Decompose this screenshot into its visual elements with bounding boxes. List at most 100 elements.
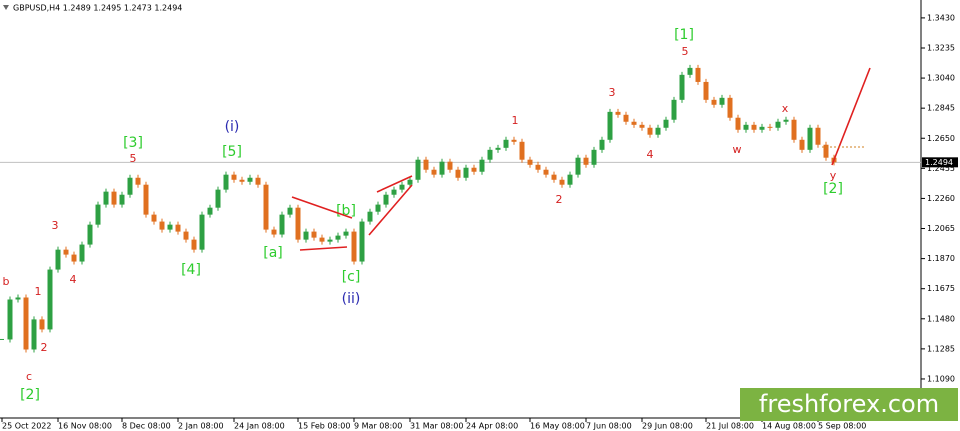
candle <box>303 231 309 240</box>
candle <box>367 211 373 222</box>
candle <box>447 161 453 170</box>
candle <box>479 159 485 172</box>
candle <box>423 159 429 170</box>
x-tick-label: 29 Jun 08:00 <box>642 422 693 431</box>
wave-label: 3 <box>52 219 59 232</box>
candle <box>735 117 741 130</box>
triangle-line <box>299 246 348 251</box>
candle <box>583 157 589 165</box>
wave-label: 4 <box>647 148 654 161</box>
wave-label: (ii) <box>342 291 361 307</box>
candle <box>719 97 725 105</box>
y-tick-label: 1.2650 <box>927 134 955 143</box>
candle <box>743 124 749 130</box>
candle <box>535 164 541 170</box>
y-tick-label: 1.3430 <box>927 13 955 22</box>
wave-label: x <box>782 102 789 115</box>
y-tick-label: 1.2260 <box>927 194 955 203</box>
candle <box>511 139 517 142</box>
candle <box>799 139 805 150</box>
candle <box>143 184 149 215</box>
wave-label: [5] <box>222 144 242 160</box>
candle <box>119 194 125 205</box>
last-price-label: 1.2494 <box>925 158 953 167</box>
candle <box>495 147 501 150</box>
candle <box>231 174 237 180</box>
candle <box>87 224 93 245</box>
candle <box>63 249 69 255</box>
candle <box>343 231 349 236</box>
wave-label: [c] <box>342 269 361 285</box>
candle <box>391 189 397 195</box>
candle <box>287 207 293 215</box>
y-tick-label: 1.3040 <box>927 74 955 83</box>
candle <box>559 179 565 185</box>
candle <box>327 239 333 242</box>
wave-label: 5 <box>130 152 137 165</box>
candle <box>431 169 437 175</box>
chart-title: GBPUSD,H4 1.2489 1.2495 1.2473 1.2494 <box>13 4 182 13</box>
wave-label: y <box>830 169 837 182</box>
candle <box>55 249 61 270</box>
candle <box>599 139 605 150</box>
candle <box>711 99 717 105</box>
wave-label: 1 <box>512 114 519 127</box>
y-tick-label: 1.1285 <box>927 344 955 353</box>
candle <box>767 126 773 128</box>
candle <box>551 174 557 180</box>
candle <box>175 224 181 232</box>
y-tick-label: 1.1675 <box>927 284 955 293</box>
x-tick-label: 8 Dec 08:00 <box>122 422 171 431</box>
candle <box>407 179 413 185</box>
wave-label: [1] <box>674 27 694 43</box>
x-tick-label: 21 Jul 08:00 <box>706 422 754 431</box>
x-tick-label: 16 May 08:00 <box>530 422 585 431</box>
candle <box>679 74 685 100</box>
wave-label: [3] <box>123 135 143 151</box>
wave-label: 3 <box>609 86 616 99</box>
candle <box>655 127 661 135</box>
wave-label: [4] <box>181 262 201 278</box>
y-tick-label: 1.2845 <box>927 104 955 113</box>
watermark: freshforex.com <box>759 390 939 418</box>
projection-line <box>831 67 871 166</box>
candle <box>239 179 245 182</box>
x-tick-label: 7 Jun 08:00 <box>586 422 632 431</box>
y-tick-label: 1.3235 <box>927 43 955 52</box>
wave-label: 1 <box>35 285 42 298</box>
y-tick-label: 1.2455 <box>927 164 955 173</box>
candle <box>487 149 493 160</box>
candle <box>47 269 53 330</box>
candle <box>279 214 285 235</box>
wave-label: [2] <box>20 387 40 403</box>
candle <box>79 244 85 262</box>
x-tick-label: 15 Feb 08:00 <box>298 422 350 431</box>
candle <box>591 149 597 165</box>
candle <box>791 119 797 140</box>
candle <box>567 174 573 185</box>
candle <box>575 157 581 175</box>
candle <box>663 119 669 128</box>
x-tick-label: 25 Oct 2022 <box>2 422 51 431</box>
candle <box>783 119 789 122</box>
triangle-line <box>291 196 353 219</box>
candle <box>615 111 621 115</box>
wave-label: 2 <box>41 341 48 354</box>
wedge-line <box>368 184 413 236</box>
wave-label: 4 <box>70 273 77 286</box>
candle <box>223 174 229 190</box>
candle <box>687 67 693 75</box>
x-tick-label: 14 Aug 08:00 <box>762 422 816 431</box>
wave-label: c <box>26 370 32 383</box>
candle <box>695 67 701 82</box>
candle <box>207 207 213 215</box>
candle <box>815 127 821 145</box>
candle <box>703 81 709 100</box>
wave-label: b <box>3 275 10 288</box>
candle <box>247 177 253 182</box>
candle <box>455 169 461 178</box>
candle <box>199 214 205 250</box>
wave-label: [2] <box>823 181 843 197</box>
candle <box>255 177 261 185</box>
